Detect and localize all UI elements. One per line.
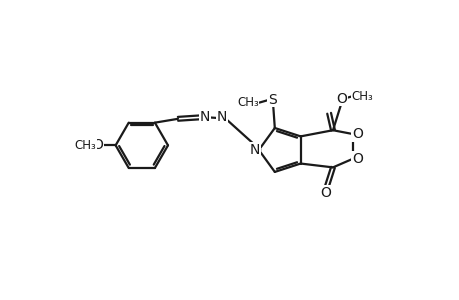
Text: N: N <box>216 110 227 124</box>
Text: S: S <box>268 92 276 106</box>
Text: O: O <box>335 92 346 106</box>
Text: O: O <box>319 186 330 200</box>
Text: O: O <box>92 138 103 152</box>
Text: CH₃: CH₃ <box>74 139 96 152</box>
Text: N: N <box>199 110 210 124</box>
Text: CH₃: CH₃ <box>236 96 258 109</box>
Text: N: N <box>249 143 260 157</box>
Text: CH₃: CH₃ <box>351 90 372 103</box>
Text: O: O <box>352 152 362 166</box>
Text: O: O <box>352 127 362 141</box>
